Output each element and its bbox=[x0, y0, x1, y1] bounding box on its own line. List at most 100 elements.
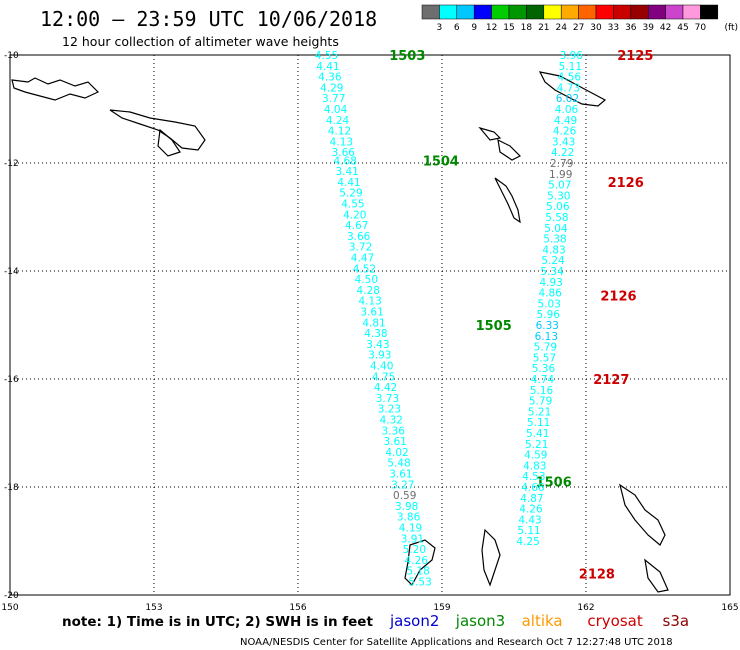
colorbar-legend: 3 6 9 12 15 18 21 24 27 30 33 36 39 42 45 70 (ft) bbox=[421, 4, 738, 33]
satellite-legend: jason2 jason3 altika cryosat s3a bbox=[389, 612, 689, 630]
island-santa-isabel bbox=[538, 71, 607, 107]
colorbar-swatch bbox=[630, 4, 649, 20]
island-espiritu-santo bbox=[494, 177, 521, 224]
legend-s3a: s3a bbox=[663, 612, 690, 630]
colorbar-label: 15 bbox=[503, 23, 514, 33]
colorbar-swatch bbox=[700, 4, 719, 20]
colorbar-label: 33 bbox=[608, 23, 619, 33]
legend-cryosat: cryosat bbox=[587, 612, 642, 630]
wave-height-value: 4.20 bbox=[343, 209, 366, 221]
wave-height-value: 5.18 bbox=[406, 566, 429, 578]
island-chesterfield bbox=[404, 539, 436, 586]
wave-height-value: 4.67 bbox=[345, 220, 368, 232]
wave-height-value: 4.04 bbox=[324, 104, 348, 116]
wave-height-value: 3.43 bbox=[552, 136, 575, 148]
wave-height-value: 4.19 bbox=[399, 523, 422, 535]
colorbar-label: 39 bbox=[642, 23, 654, 33]
wave-height-value: 4.68 bbox=[334, 155, 357, 167]
colorbar-swatch bbox=[682, 4, 701, 20]
wave-height-value: 0.59 bbox=[393, 490, 416, 502]
wave-height-value: 3.27 bbox=[391, 479, 414, 491]
wave-height-value: 4.50 bbox=[355, 274, 378, 286]
wave-height-value: 4.25 bbox=[516, 536, 539, 548]
wave-height-value: 3.93 bbox=[368, 350, 391, 362]
wave-height-value: 5.36 bbox=[532, 363, 556, 375]
colorbar-label: 9 bbox=[471, 23, 477, 33]
wave-height-value: 4.74 bbox=[531, 374, 555, 386]
colorbar-swatch bbox=[560, 4, 579, 20]
colorbar-swatch bbox=[595, 4, 614, 20]
colorbar-label: 30 bbox=[590, 23, 602, 33]
longitude-label: 150 bbox=[1, 603, 18, 613]
longitude-label: 159 bbox=[433, 603, 450, 613]
map-frame bbox=[9, 54, 731, 596]
map-border bbox=[9, 54, 731, 596]
wave-height-value: 3.61 bbox=[360, 307, 383, 319]
wave-height-value: 5.58 bbox=[545, 212, 568, 224]
colorbar-label: 70 bbox=[695, 23, 707, 33]
wave-height-value: 4.56 bbox=[558, 72, 582, 84]
colorbar-label: 12 bbox=[486, 23, 497, 33]
pass-number-label: 2127 bbox=[593, 373, 629, 388]
colorbar-label: 36 bbox=[625, 23, 637, 33]
wave-height-value: 4.83 bbox=[523, 460, 546, 472]
wave-height-value: 4.43 bbox=[518, 514, 541, 526]
island-louisiade bbox=[109, 109, 206, 151]
satellite-tracks: 4.554.414.364.293.774.044.244.124.133.66… bbox=[315, 49, 654, 589]
wave-height-value: 5.21 bbox=[525, 439, 548, 451]
wave-height-value: 4.41 bbox=[337, 177, 360, 189]
wave-height-value: 4.13 bbox=[358, 296, 381, 308]
wave-height-value: 4.59 bbox=[524, 450, 547, 462]
footer-credit: NOAA/NESDIS Center for Satellite Applica… bbox=[240, 637, 673, 648]
colorbar-swatch bbox=[473, 4, 492, 20]
legend-altika: altika bbox=[522, 612, 563, 630]
wave-height-value: 4.73 bbox=[557, 82, 580, 94]
wave-height-value: 4.83 bbox=[542, 244, 565, 256]
wave-height-value: 3.43 bbox=[366, 339, 389, 351]
pass-number-label: 2126 bbox=[608, 176, 644, 191]
pass-number-label: 2126 bbox=[600, 289, 636, 304]
latitude-label: -20 bbox=[4, 591, 19, 601]
wave-height-value: 4.40 bbox=[370, 361, 393, 373]
legend-jason2: jason2 bbox=[389, 612, 439, 630]
wave-height-value: 3.61 bbox=[383, 436, 406, 448]
wave-height-value: 4.28 bbox=[357, 285, 380, 297]
wave-height-value: 4.26 bbox=[553, 126, 577, 138]
wave-height-value: 3.73 bbox=[376, 393, 399, 405]
wave-height-value: 5.07 bbox=[548, 180, 571, 192]
wave-height-value: 3.36 bbox=[382, 425, 406, 437]
colorbar-swatch bbox=[578, 4, 597, 20]
wave-height-value: 5.53 bbox=[408, 577, 431, 589]
wave-height-value: 4.12 bbox=[328, 126, 351, 138]
wave-height-value: 1.99 bbox=[549, 169, 572, 181]
wave-height-value: 4.75 bbox=[372, 371, 395, 383]
wave-height-value: 3.98 bbox=[395, 501, 418, 513]
longitude-label: 162 bbox=[577, 603, 594, 613]
latitude-label: -12 bbox=[4, 159, 19, 169]
island-new-guinea-tip bbox=[11, 77, 100, 101]
wave-height-value: 5.34 bbox=[540, 266, 564, 278]
wave-height-value: 3.23 bbox=[378, 404, 401, 416]
wave-height-value: 6.13 bbox=[535, 331, 558, 343]
pass-number-label: 1506 bbox=[536, 476, 572, 491]
wave-height-value: 3.86 bbox=[397, 512, 421, 524]
colorbar-label: 18 bbox=[521, 23, 533, 33]
colorbar-label: 45 bbox=[677, 23, 688, 33]
pass-number-label: 1505 bbox=[476, 319, 512, 334]
longitude-label: 156 bbox=[289, 603, 306, 613]
colorbar-label: 24 bbox=[555, 23, 567, 33]
wave-height-value: 4.26 bbox=[519, 504, 543, 516]
wave-height-value: 3.41 bbox=[335, 166, 358, 178]
latitude-label: -14 bbox=[4, 267, 19, 277]
wave-height-value: 4.55 bbox=[315, 50, 338, 62]
colorbar-swatch bbox=[665, 4, 684, 20]
pass-number-label: 2128 bbox=[579, 567, 615, 582]
wave-height-value: 5.79 bbox=[529, 396, 552, 408]
wave-height-value: 4.47 bbox=[351, 253, 374, 265]
longitude-label: 153 bbox=[145, 603, 162, 613]
latitude-label: -18 bbox=[4, 483, 19, 493]
wave-height-value: 4.66 bbox=[521, 482, 545, 494]
wave-height-value: 4.41 bbox=[316, 61, 339, 73]
pass-number-label: 1504 bbox=[423, 154, 459, 169]
